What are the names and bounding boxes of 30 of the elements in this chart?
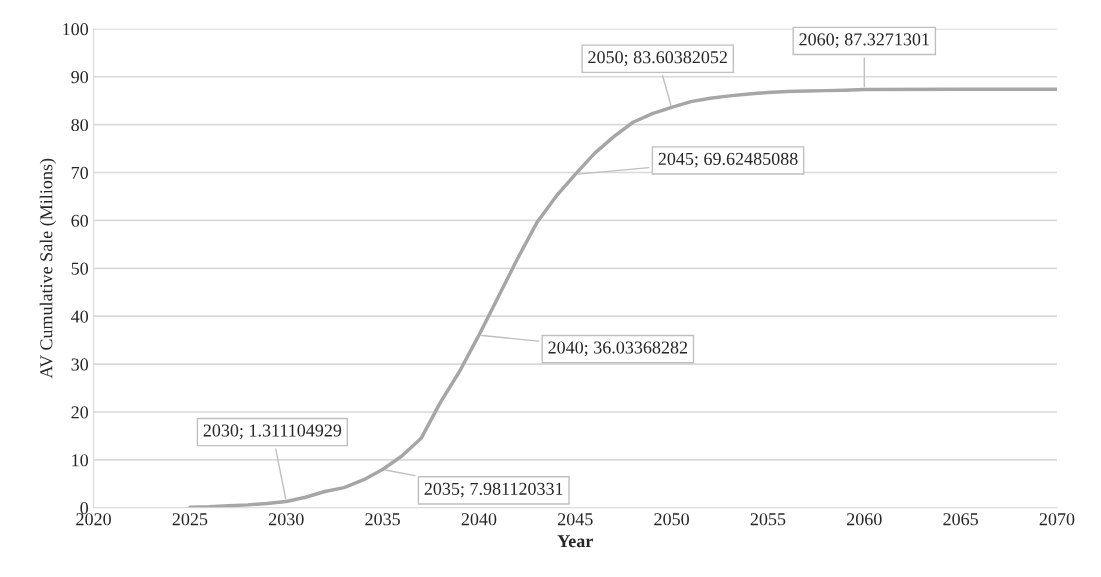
y-tick-label: 100: [63, 23, 89, 36]
x-tick-label: 2065: [943, 513, 978, 526]
x-tick-label: 2030: [269, 513, 304, 526]
annotation: 2045; 69.62485088: [658, 152, 798, 168]
x-tick-label: 2040: [461, 513, 497, 526]
y-tick-label: 90: [71, 71, 89, 84]
y-tick-label: 10: [72, 454, 89, 467]
y-tick-label: 60: [71, 214, 89, 227]
x-tick-label: 2055: [750, 513, 786, 526]
y-tick-label: 30: [71, 358, 89, 371]
x-tick-label: 2050: [654, 513, 689, 526]
x-tick-label: 2025: [172, 513, 208, 526]
x-tick-label: 2060: [847, 513, 882, 526]
annotation: 2035; 7.981120331: [424, 482, 563, 498]
x-axis-title: Year: [557, 535, 593, 548]
annotation: 2060; 87.3271301: [799, 33, 929, 49]
y-tick-label: 50: [71, 262, 89, 275]
y-tick-label: 80: [71, 118, 89, 132]
annotation: 2050; 83.60382052: [588, 51, 727, 66]
y-axis-title: AV Cumulative Sale (Milions): [39, 158, 57, 379]
y-tick-label: 40: [71, 310, 89, 323]
y-tick-label: 70: [71, 166, 89, 179]
y-tick-label: 20: [71, 406, 89, 419]
x-tick-label: 2045: [558, 513, 593, 526]
annotation: 2030; 1.311104929: [203, 424, 342, 440]
line-series: [188, 87, 1057, 508]
annotation: 2040; 36.03368282: [548, 341, 688, 357]
x-tick-label: 2070: [1039, 513, 1075, 526]
x-tick-label: 2035: [365, 513, 400, 526]
x-tick-label: 2020: [76, 513, 111, 526]
